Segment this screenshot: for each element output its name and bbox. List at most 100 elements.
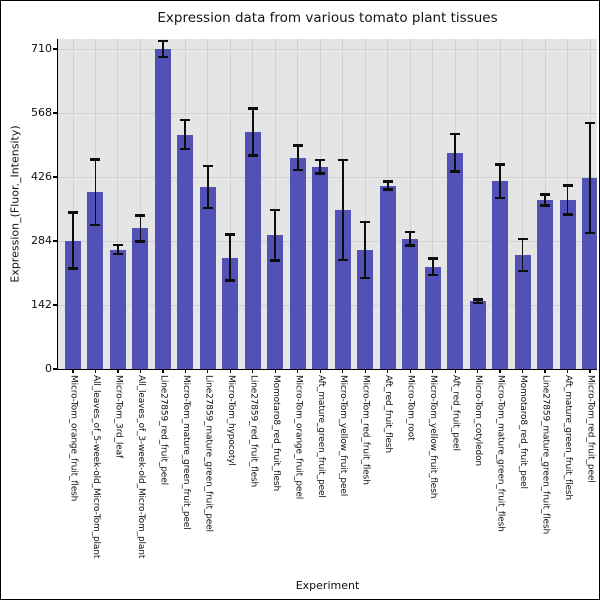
x-tick-mark — [162, 369, 164, 373]
error-bar — [274, 209, 277, 261]
error-bar-cap-bottom — [337, 258, 348, 262]
x-tick-label: Line27859_red_fruit_peel — [158, 375, 169, 485]
y-tick-mark — [53, 368, 57, 370]
x-tick-label: Micro-Tom_red_fruit_peel — [585, 375, 596, 483]
x-tick-label: Line27859_mature_green_fruit_peel — [203, 375, 214, 532]
error-bar-cap-top — [247, 107, 258, 110]
error-bar-cap-bottom — [68, 267, 78, 270]
y-tick-label: 426 — [31, 170, 52, 183]
x-tick-label: Aft_mature_green_fruit_peel — [315, 375, 326, 498]
x-tick-mark — [387, 369, 389, 373]
error-bar-cap-top — [112, 243, 123, 247]
error-bar-cap-bottom — [540, 204, 551, 207]
error-bar-cap-top — [157, 39, 168, 43]
bar — [334, 209, 351, 369]
x-tick-label: Micro-Tom_root — [405, 375, 416, 441]
error-bar-cap-bottom — [360, 276, 371, 280]
x-tick-label: Micro-Tom_orange_fruit_flesh — [68, 375, 79, 502]
x-tick-mark — [319, 369, 321, 373]
bar — [469, 301, 486, 369]
error-bar-cap-top — [405, 230, 416, 234]
bar — [492, 181, 509, 369]
x-tick-label: Micro-Tom_red_fruit_flesh — [360, 375, 371, 485]
y-tick-label: 568 — [31, 106, 52, 119]
error-bar — [454, 133, 457, 172]
gridline-vertical — [274, 39, 276, 369]
error-bar-cap-top — [180, 119, 191, 122]
bar — [559, 199, 576, 369]
error-bar-cap-top — [562, 184, 573, 187]
error-bar-cap-bottom — [202, 206, 213, 210]
error-bar-cap-bottom — [157, 55, 168, 59]
error-bar — [139, 215, 142, 242]
y-axis-spine — [57, 39, 59, 370]
error-bar-cap-bottom — [427, 273, 438, 276]
error-bar-cap-bottom — [585, 231, 595, 235]
x-tick-mark — [364, 369, 366, 373]
bar — [199, 186, 216, 369]
x-tick-label: Micro-Tom_3rd_leaf — [113, 375, 124, 459]
x-tick-mark — [94, 369, 97, 373]
bar — [424, 266, 441, 369]
x-tick-mark — [274, 369, 276, 373]
error-bar-cap-top — [135, 214, 146, 217]
error-bar-cap-bottom — [562, 213, 573, 216]
error-bar — [431, 258, 434, 275]
error-bar-cap-bottom — [405, 244, 416, 247]
error-bar-cap-top — [68, 211, 78, 214]
x-tick-label: Micro-Tom_mature_green_fruit_peel — [180, 375, 191, 530]
error-bar-cap-bottom — [90, 224, 101, 227]
error-bar — [589, 122, 591, 233]
x-tick-label: Micro-Tom_yellow_fruit_peel — [338, 375, 349, 497]
bar — [312, 166, 329, 369]
x-tick-label: Momotaro8_red_fruit_flesh — [270, 375, 281, 492]
error-bar-cap-top — [225, 233, 236, 236]
y-tick-mark — [53, 112, 57, 114]
bar — [154, 49, 171, 369]
error-bar — [476, 299, 479, 304]
error-bar-cap-top — [472, 298, 483, 301]
gridline-vertical — [139, 39, 141, 369]
x-tick-label: All_leaves_of_3-week-old_Micro-Tom_plant — [135, 375, 146, 559]
bar — [447, 152, 464, 369]
error-bar-cap-top — [427, 257, 438, 260]
error-bar-cap-top — [382, 180, 393, 183]
gridline-vertical — [522, 39, 524, 369]
error-bar-cap-top — [337, 158, 348, 162]
error-bar — [499, 164, 501, 198]
error-bar-cap-bottom — [225, 279, 236, 282]
error-bar-cap-top — [540, 193, 551, 196]
bar — [267, 235, 284, 369]
error-bar — [229, 234, 232, 281]
error-bar — [162, 40, 164, 58]
error-bar — [72, 212, 74, 269]
bar — [402, 238, 419, 369]
error-bar-cap-bottom — [315, 172, 326, 175]
gridline-vertical — [477, 39, 479, 369]
error-bar-cap-top — [315, 158, 326, 162]
gridline-vertical — [72, 39, 74, 369]
x-tick-label: Micro-Tom_yellow_fruit_flesh — [428, 375, 439, 499]
bar — [177, 134, 194, 369]
error-bar — [364, 222, 367, 278]
y-tick-mark — [53, 240, 57, 242]
x-tick-label: Momotaro8_red_fruit_peel — [518, 375, 529, 489]
error-bar — [521, 239, 524, 271]
y-tick-mark — [53, 304, 57, 306]
error-bar-cap-top — [202, 164, 213, 167]
bar — [582, 177, 597, 369]
x-tick-mark — [72, 369, 74, 373]
chart-title: Expression data from various tomato plan… — [157, 10, 498, 26]
bar — [132, 228, 149, 369]
x-tick-label: Micro-Tom_mature_green_fruit_flesh — [495, 375, 506, 532]
error-bar — [117, 245, 119, 255]
gridline-vertical — [432, 39, 434, 369]
x-tick-mark — [184, 369, 186, 373]
error-bar-cap-bottom — [135, 240, 146, 243]
x-tick-label: Micro-Tom_cotyledon — [473, 375, 484, 466]
error-bar — [94, 159, 97, 226]
bar — [289, 157, 306, 369]
error-bar-cap-top — [360, 220, 371, 224]
error-bar — [341, 159, 344, 260]
